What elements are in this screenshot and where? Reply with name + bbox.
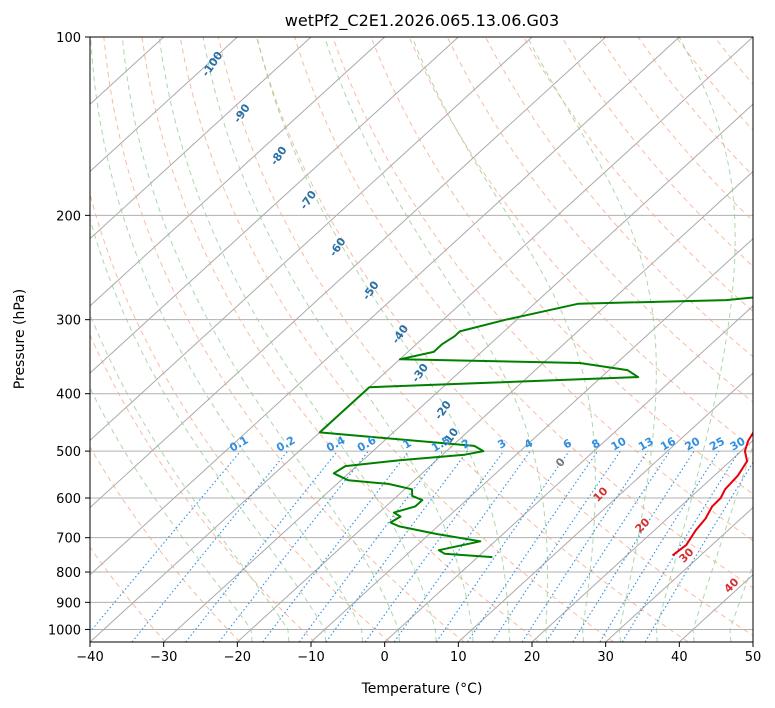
mixing-ratio-line bbox=[393, 450, 531, 642]
y-tick-label: 700 bbox=[56, 532, 81, 547]
isotherm-line bbox=[163, 103, 753, 642]
mixing-ratio-line bbox=[325, 450, 468, 642]
moist-adiabat-line bbox=[256, 37, 511, 642]
chart-title: wetPf2_C2E1.2026.065.13.06.G03 bbox=[285, 11, 559, 31]
dry-adiabat-line bbox=[370, 37, 753, 495]
isotherm-line bbox=[531, 439, 753, 642]
x-axis: −40 −30 −20 −10 0 10 20 30 40 50 bbox=[76, 642, 761, 665]
isotherm-line bbox=[752, 641, 753, 642]
moist-adiabat-line bbox=[90, 217, 327, 642]
moist-adiabat-line bbox=[324, 37, 549, 642]
moist-adiabat-line bbox=[158, 37, 437, 642]
dry-adiabat-line bbox=[256, 37, 753, 637]
dry-adiabat-line bbox=[90, 445, 241, 642]
isotherm-line bbox=[310, 237, 753, 642]
background-lines bbox=[90, 37, 775, 642]
moist-adiabat-line bbox=[527, 37, 657, 642]
dry-adiabat-line bbox=[90, 333, 316, 642]
dry-adiabat-line bbox=[408, 37, 753, 449]
dry-adiabat-line bbox=[446, 37, 753, 403]
moist-adiabat-line bbox=[90, 37, 364, 642]
mixing-ratio-line bbox=[90, 450, 242, 633]
dry-adiabat-line bbox=[752, 37, 753, 39]
mixing-ratio-line bbox=[521, 450, 649, 642]
isotherm-line bbox=[90, 37, 533, 442]
moist-adiabat-line bbox=[692, 444, 753, 642]
y-tick-label: 900 bbox=[56, 596, 81, 611]
isotherm-line bbox=[384, 305, 753, 642]
moist-adiabat-line bbox=[90, 387, 253, 642]
x-tick-label: 30 bbox=[597, 650, 614, 665]
x-tick-label: 10 bbox=[450, 650, 467, 665]
x-tick-label: −20 bbox=[224, 650, 251, 665]
y-tick-label: 400 bbox=[56, 388, 81, 403]
x-tick-label: 50 bbox=[745, 650, 762, 665]
isotherm-line bbox=[90, 37, 459, 374]
mixing-ratio-line bbox=[621, 450, 740, 642]
plot-frame bbox=[89, 36, 754, 643]
x-tick-label: −40 bbox=[76, 650, 103, 665]
isotherm-line bbox=[90, 37, 680, 576]
mixing-ratio-line bbox=[435, 450, 570, 642]
x-tick-label: 20 bbox=[524, 650, 541, 665]
dewpoint-profile bbox=[318, 296, 753, 559]
x-tick-label: 40 bbox=[671, 650, 688, 665]
y-tick-label: 500 bbox=[56, 445, 81, 460]
mixing-ratio-line bbox=[545, 450, 671, 642]
isotherm-line bbox=[90, 37, 386, 307]
dry-adiabat-line bbox=[141, 37, 540, 642]
x-axis-title: Temperature (°C) bbox=[361, 681, 483, 697]
isotherm-line bbox=[90, 37, 753, 642]
x-tick-label: 0 bbox=[381, 650, 389, 665]
temperature-profile bbox=[671, 430, 753, 557]
mixing-ratio-line bbox=[185, 450, 339, 642]
profile-lines bbox=[318, 296, 753, 559]
mixing-ratio-line bbox=[262, 450, 410, 642]
moist-adiabat-line bbox=[90, 313, 290, 642]
isotherm-line bbox=[90, 37, 312, 240]
y-axis-title: Pressure (hPa) bbox=[12, 289, 28, 389]
mixing-ratio-line bbox=[467, 450, 599, 642]
x-tick-label: −30 bbox=[150, 650, 177, 665]
mixing-ratio-line bbox=[298, 450, 444, 642]
x-tick-label: −10 bbox=[297, 650, 324, 665]
mixing-ratio-line bbox=[491, 450, 621, 642]
isotherm-line bbox=[605, 506, 753, 642]
moist-adiabat-line bbox=[121, 37, 400, 642]
y-tick-label: 300 bbox=[56, 314, 81, 329]
dry-adiabat-line bbox=[90, 546, 166, 642]
y-tick-label: 1000 bbox=[48, 623, 81, 638]
moist-adiabat-line bbox=[767, 37, 775, 642]
isotherm-line bbox=[457, 372, 753, 642]
dry-adiabat-line bbox=[217, 37, 689, 642]
isotherm-line bbox=[236, 170, 753, 642]
moist-adiabat-line bbox=[729, 563, 753, 642]
y-tick-label: 600 bbox=[56, 492, 81, 507]
moist-adiabat-line bbox=[411, 37, 596, 642]
mixing-ratio-line bbox=[364, 450, 505, 642]
moist-adiabat-line bbox=[655, 37, 736, 642]
mixing-ratio-line bbox=[131, 450, 289, 642]
mixing-ratio-line bbox=[572, 450, 695, 642]
dry-adiabat-line bbox=[103, 37, 465, 642]
y-tick-label: 800 bbox=[56, 566, 81, 581]
isotherm-line bbox=[90, 37, 607, 509]
isotherm-line bbox=[90, 37, 238, 173]
y-axis: 100 200 300 400 500 600 700 800 900 1000 bbox=[48, 31, 90, 638]
y-tick-label: 100 bbox=[56, 31, 81, 46]
moist-adiabat-line bbox=[202, 37, 474, 642]
y-tick-label: 200 bbox=[56, 209, 81, 224]
